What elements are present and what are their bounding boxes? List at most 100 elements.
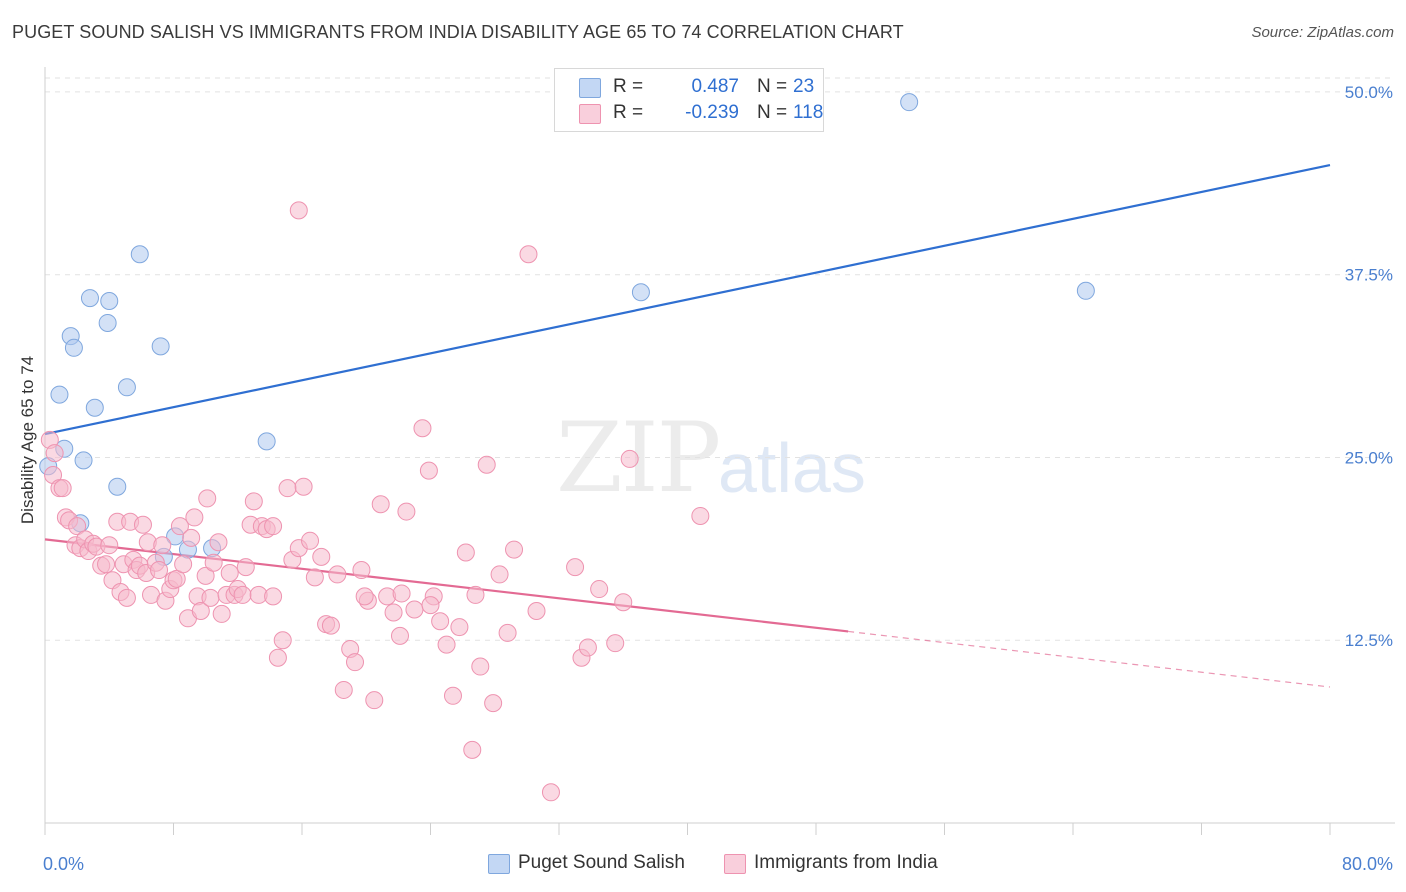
n-value: 118 [793,102,824,123]
point-salish [100,292,119,311]
legend-swatch-india [724,854,746,874]
stats-swatch-salish [579,78,601,98]
point-salish [64,338,83,357]
point-india [498,623,517,642]
point-india [405,600,424,619]
y-tick-label: 25.0% [1345,448,1393,467]
point-india [328,565,347,584]
point-india [182,528,201,547]
point-india [437,635,456,654]
point-india [196,566,215,585]
point-india [100,536,119,555]
stats-swatch-india [579,104,601,124]
point-india [170,517,189,536]
trend-line-india [44,538,849,633]
point-india [450,618,469,637]
point-india [346,653,365,672]
point-salish [80,289,99,308]
grid-lines [45,77,1395,641]
point-india [209,533,228,552]
point-india [133,515,152,534]
point-india [413,419,432,438]
point-india [365,691,384,710]
point-india [312,547,331,566]
point-india [212,604,231,623]
x-tick-label-min: 0.0% [43,854,84,874]
point-india [294,477,313,496]
point-salish [85,398,104,417]
point-india [321,616,340,635]
trend-lines [44,163,1331,688]
point-india [466,585,485,604]
x-tick-label-max: 80.0% [1342,854,1393,874]
point-india [278,479,297,498]
point-india [268,648,287,667]
point-india [606,634,625,653]
point-india [484,694,503,713]
point-india [301,531,320,550]
y-tick-label: 50.0% [1345,83,1393,102]
point-india [471,657,490,676]
point-salish [74,451,93,470]
stats-box: R = 0.487 N = 23 R = -0.239 N = 118 [554,68,824,132]
point-india [233,585,252,604]
n-label: N = [757,102,788,123]
point-india [305,568,324,587]
point-india [590,580,609,599]
point-india [397,502,416,521]
point-india [334,680,353,699]
point-salish [257,432,276,451]
point-india [371,495,390,514]
tick-labels: 12.5% 25.0% 37.5% 50.0% 0.0% 80.0% [43,83,1393,874]
point-india [691,506,710,525]
point-india [355,587,374,606]
y-tick-label: 37.5% [1345,266,1393,285]
n-value: 23 [793,76,815,97]
point-india [185,508,204,527]
chart-title: PUGET SOUND SALISH VS IMMIGRANTS FROM IN… [12,22,904,42]
point-india [68,517,87,536]
r-value: 0.487 [691,76,739,97]
point-india [456,543,475,562]
point-india [201,588,220,607]
point-india [244,492,263,511]
point-india [419,461,438,480]
point-india [578,638,597,657]
point-india [45,444,64,463]
point-india [236,558,255,577]
point-india [97,555,116,574]
legend-label-salish: Puget Sound Salish [518,852,685,873]
point-india [153,536,172,555]
point-india [463,740,482,759]
r-value: -0.239 [685,102,739,123]
point-india [198,489,217,508]
legend-swatch-salish [488,854,510,874]
point-india [421,596,440,615]
point-india [264,587,283,606]
point-india [505,540,524,559]
y-tick-label: 12.5% [1345,631,1393,650]
legend-label-india: Immigrants from India [754,852,938,873]
point-salish [631,283,650,302]
watermark-atlas: atlas [718,429,866,507]
data-points [39,93,1095,802]
point-salish [108,477,127,496]
r-label: R = [613,102,644,123]
trend-line-salish [44,163,1331,436]
point-salish [117,378,136,397]
point-india [620,449,639,468]
point-salish [151,337,170,356]
point-salish [1076,281,1095,300]
point-india [384,603,403,622]
y-axis-label: Disability Age 65 to 74 [18,355,37,525]
point-india [392,584,411,603]
r-label: R = [613,76,644,97]
point-india [117,588,136,607]
point-india [220,563,239,582]
point-india [204,553,223,572]
point-india [490,565,509,584]
point-india [519,245,538,264]
axes [44,67,1395,835]
point-india [174,555,193,574]
